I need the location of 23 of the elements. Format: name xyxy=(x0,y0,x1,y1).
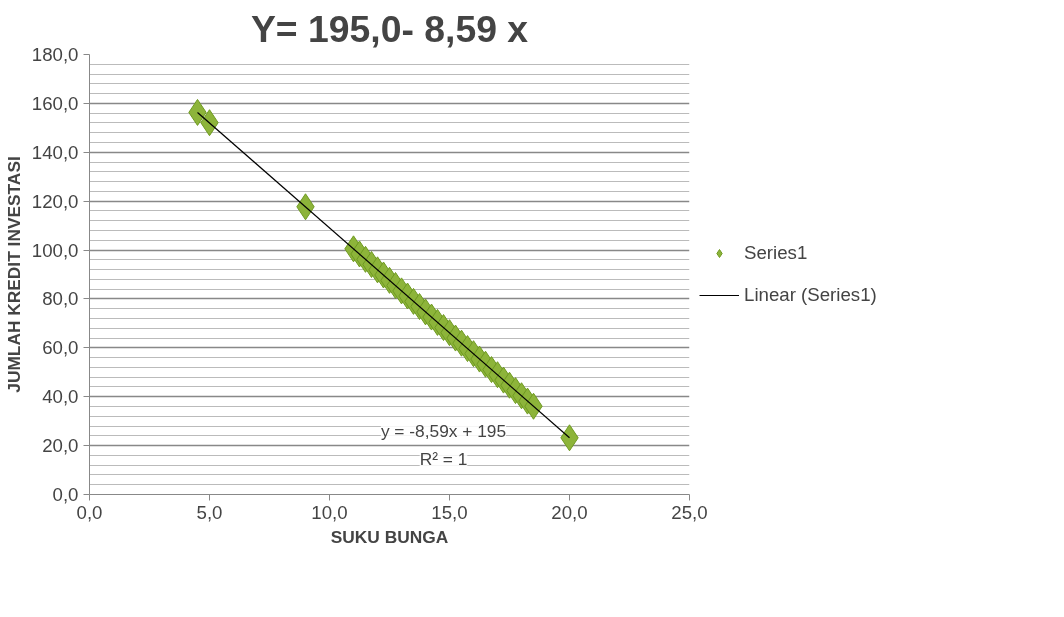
chart-title: Y= 195,0- 8,59 x xyxy=(250,7,529,50)
x-tick-label: 25,0 xyxy=(671,501,708,523)
annotation: R² = 1 xyxy=(419,449,468,470)
y-tick-label: 80,0 xyxy=(42,288,79,310)
x-tick-label: 0,0 xyxy=(76,501,103,523)
y-tick-label: 140,0 xyxy=(31,141,79,163)
x-tick-label: 15,0 xyxy=(431,501,468,523)
x-tick-label: 10,0 xyxy=(311,501,348,523)
legend-label: Series1 xyxy=(744,242,808,264)
y-tick-label: 60,0 xyxy=(42,337,79,359)
y-tick-label: 160,0 xyxy=(31,92,79,114)
y-tick-label: 100,0 xyxy=(31,239,79,261)
x-tick-label: 20,0 xyxy=(551,501,588,523)
y-tick-label: 40,0 xyxy=(42,386,79,408)
y-axis-title: JUMLAH KREDIT INVESTASI xyxy=(3,156,24,393)
y-tick-label: 120,0 xyxy=(31,190,79,212)
x-tick-label: 5,0 xyxy=(196,501,223,523)
y-tick-label: 20,0 xyxy=(42,435,79,457)
x-axis-title: SUKU BUNGA xyxy=(330,526,449,547)
y-tick-label: 180,0 xyxy=(31,44,79,65)
y-tick-label: 0,0 xyxy=(52,484,79,505)
legend-label: Linear (Series1) xyxy=(744,284,877,306)
annotation: y = -8,59x + 195 xyxy=(380,420,507,441)
